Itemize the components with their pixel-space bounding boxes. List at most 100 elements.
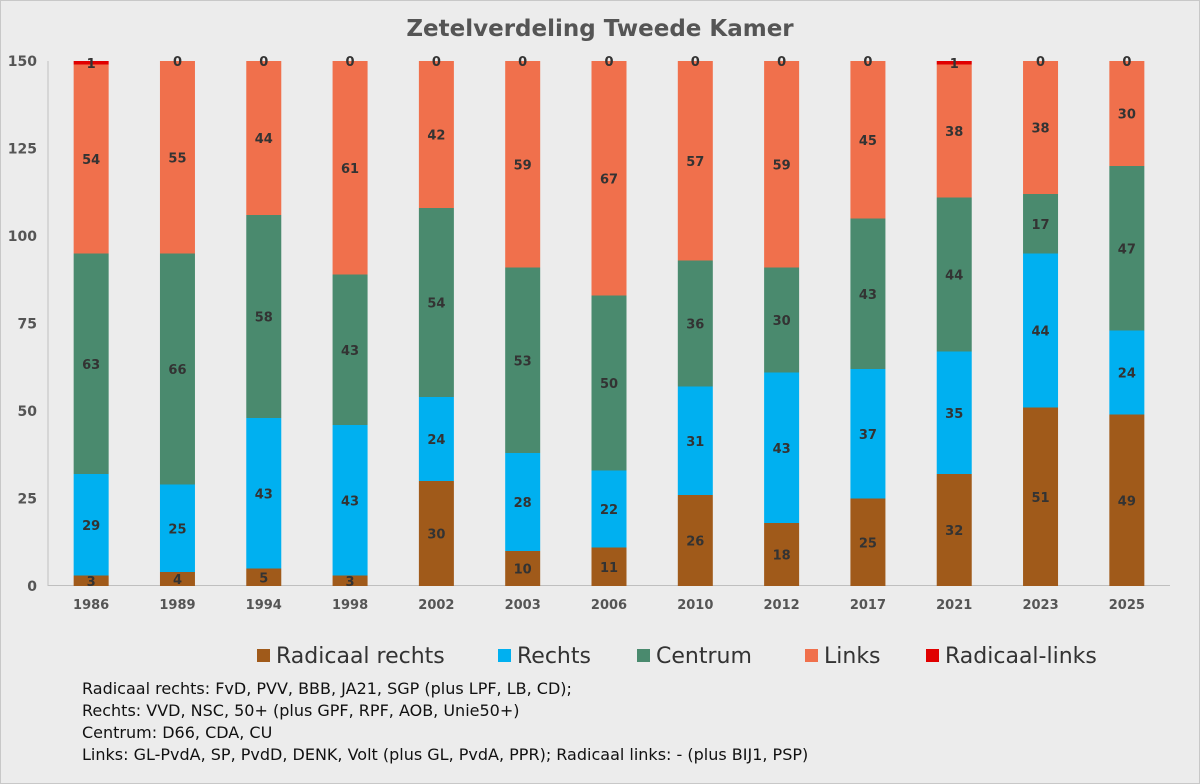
data-label: 43 (255, 487, 273, 502)
data-label: 25 (168, 522, 186, 537)
bar-segment (936, 351, 972, 474)
bar-segment (246, 215, 282, 418)
legend-swatch (926, 649, 939, 662)
data-label: 43 (773, 442, 791, 457)
data-label: 43 (859, 288, 877, 303)
data-label: 0 (1036, 55, 1045, 70)
data-label: 0 (518, 55, 527, 70)
bar-segment (246, 418, 282, 569)
data-label: 44 (945, 269, 963, 284)
bar-segment (418, 61, 454, 208)
bar-segment (332, 575, 368, 586)
bar-segment (764, 372, 800, 523)
data-label: 24 (427, 433, 445, 448)
bar-segment (73, 474, 109, 576)
bar-segment (73, 575, 109, 586)
y-tick-label: 25 (18, 492, 37, 508)
data-label: 28 (514, 496, 532, 511)
data-label: 0 (346, 55, 355, 70)
data-label: 51 (1031, 491, 1049, 506)
data-label: 11 (600, 561, 618, 576)
bar-segment (159, 253, 195, 485)
bar-segment (1023, 407, 1059, 586)
bar-segment (850, 369, 886, 499)
y-tick-label: 100 (8, 229, 37, 245)
bar-segment (677, 386, 713, 495)
legend-swatch (637, 649, 650, 662)
y-tick-label: 50 (18, 404, 38, 420)
data-label: 59 (773, 158, 791, 173)
legend-label: Radicaal rechts (276, 644, 445, 669)
data-label: 67 (600, 172, 618, 187)
data-label: 63 (82, 358, 100, 373)
bar-segment (936, 61, 972, 65)
x-tick-label: 2023 (1022, 598, 1058, 613)
bar-segment (505, 453, 541, 551)
bar-segment (246, 568, 282, 586)
data-label: 4 (173, 573, 182, 588)
bar-segment (1109, 166, 1145, 331)
bar-segment (332, 274, 368, 425)
data-label: 36 (686, 318, 704, 333)
data-label: 54 (82, 153, 100, 168)
bar-segment (1109, 61, 1145, 166)
bar-segment (1109, 330, 1145, 415)
bar-segment (591, 470, 627, 548)
bar-segment (73, 253, 109, 474)
data-label: 26 (686, 535, 704, 550)
bar-segment (332, 61, 368, 275)
note-centrum: Centrum: D66, CDA, CU (82, 723, 273, 742)
y-tick-label: 0 (27, 579, 37, 595)
data-label: 24 (1118, 367, 1136, 382)
note-rechts: Rechts: VVD, NSC, 50+ (plus GPF, RPF, AO… (82, 701, 520, 720)
data-label: 43 (341, 344, 359, 359)
x-tick-label: 2021 (936, 598, 972, 613)
data-label: 17 (1031, 218, 1049, 233)
bar-segment (764, 523, 800, 586)
data-label: 18 (773, 549, 791, 564)
data-label: 1 (87, 57, 96, 72)
bar-segment (1023, 61, 1059, 194)
data-label: 25 (859, 536, 877, 551)
bar-segment (418, 481, 454, 586)
legend-swatch (498, 649, 511, 662)
note-radicaal-rechts: Radicaal rechts: FvD, PVV, BBB, JA21, SG… (82, 679, 572, 698)
data-label: 10 (514, 563, 532, 578)
data-label: 38 (945, 125, 963, 140)
bar-segment (850, 61, 886, 219)
data-label: 43 (341, 494, 359, 509)
x-tick-label: 1989 (159, 598, 195, 613)
bar-segment (850, 218, 886, 369)
bar-segment (936, 197, 972, 352)
bar-segment (159, 572, 195, 586)
data-label: 29 (82, 519, 100, 534)
y-axis-ticks: 0 25 50 75 100 125 150 (8, 54, 37, 595)
bars-group: 3 29 63 54 1 4 25 66 55 0 5 43 58 44 0 3 43 43 61 0 30 24 54 42… (73, 55, 1145, 590)
data-label: 3 (87, 575, 96, 590)
x-tick-label: 2012 (764, 598, 800, 613)
legend-label: Links (824, 644, 881, 669)
data-label: 30 (427, 528, 445, 543)
data-label: 42 (427, 129, 445, 144)
bar-segment (418, 208, 454, 397)
data-label: 30 (1118, 108, 1136, 123)
bar-segment (591, 295, 627, 471)
note-links: Links: GL-PvdA, SP, PvdD, DENK, Volt (pl… (82, 745, 809, 764)
legend-label: Rechts (517, 644, 591, 669)
category-notes: Radicaal rechts: FvD, PVV, BBB, JA21, SG… (82, 678, 808, 766)
x-tick-label: 2010 (677, 598, 713, 613)
data-label: 57 (686, 155, 704, 170)
data-label: 0 (863, 55, 872, 70)
data-label: 58 (255, 311, 273, 326)
x-tick-label: 2002 (418, 598, 454, 613)
data-label: 47 (1118, 242, 1136, 257)
data-label: 1 (950, 57, 959, 72)
data-label: 61 (341, 162, 359, 177)
bar-segment (1109, 414, 1145, 586)
bar-segment (418, 397, 454, 481)
x-tick-label: 1998 (332, 598, 368, 613)
bar-segment (936, 64, 972, 198)
data-label: 59 (514, 158, 532, 173)
bar-segment (505, 551, 541, 586)
